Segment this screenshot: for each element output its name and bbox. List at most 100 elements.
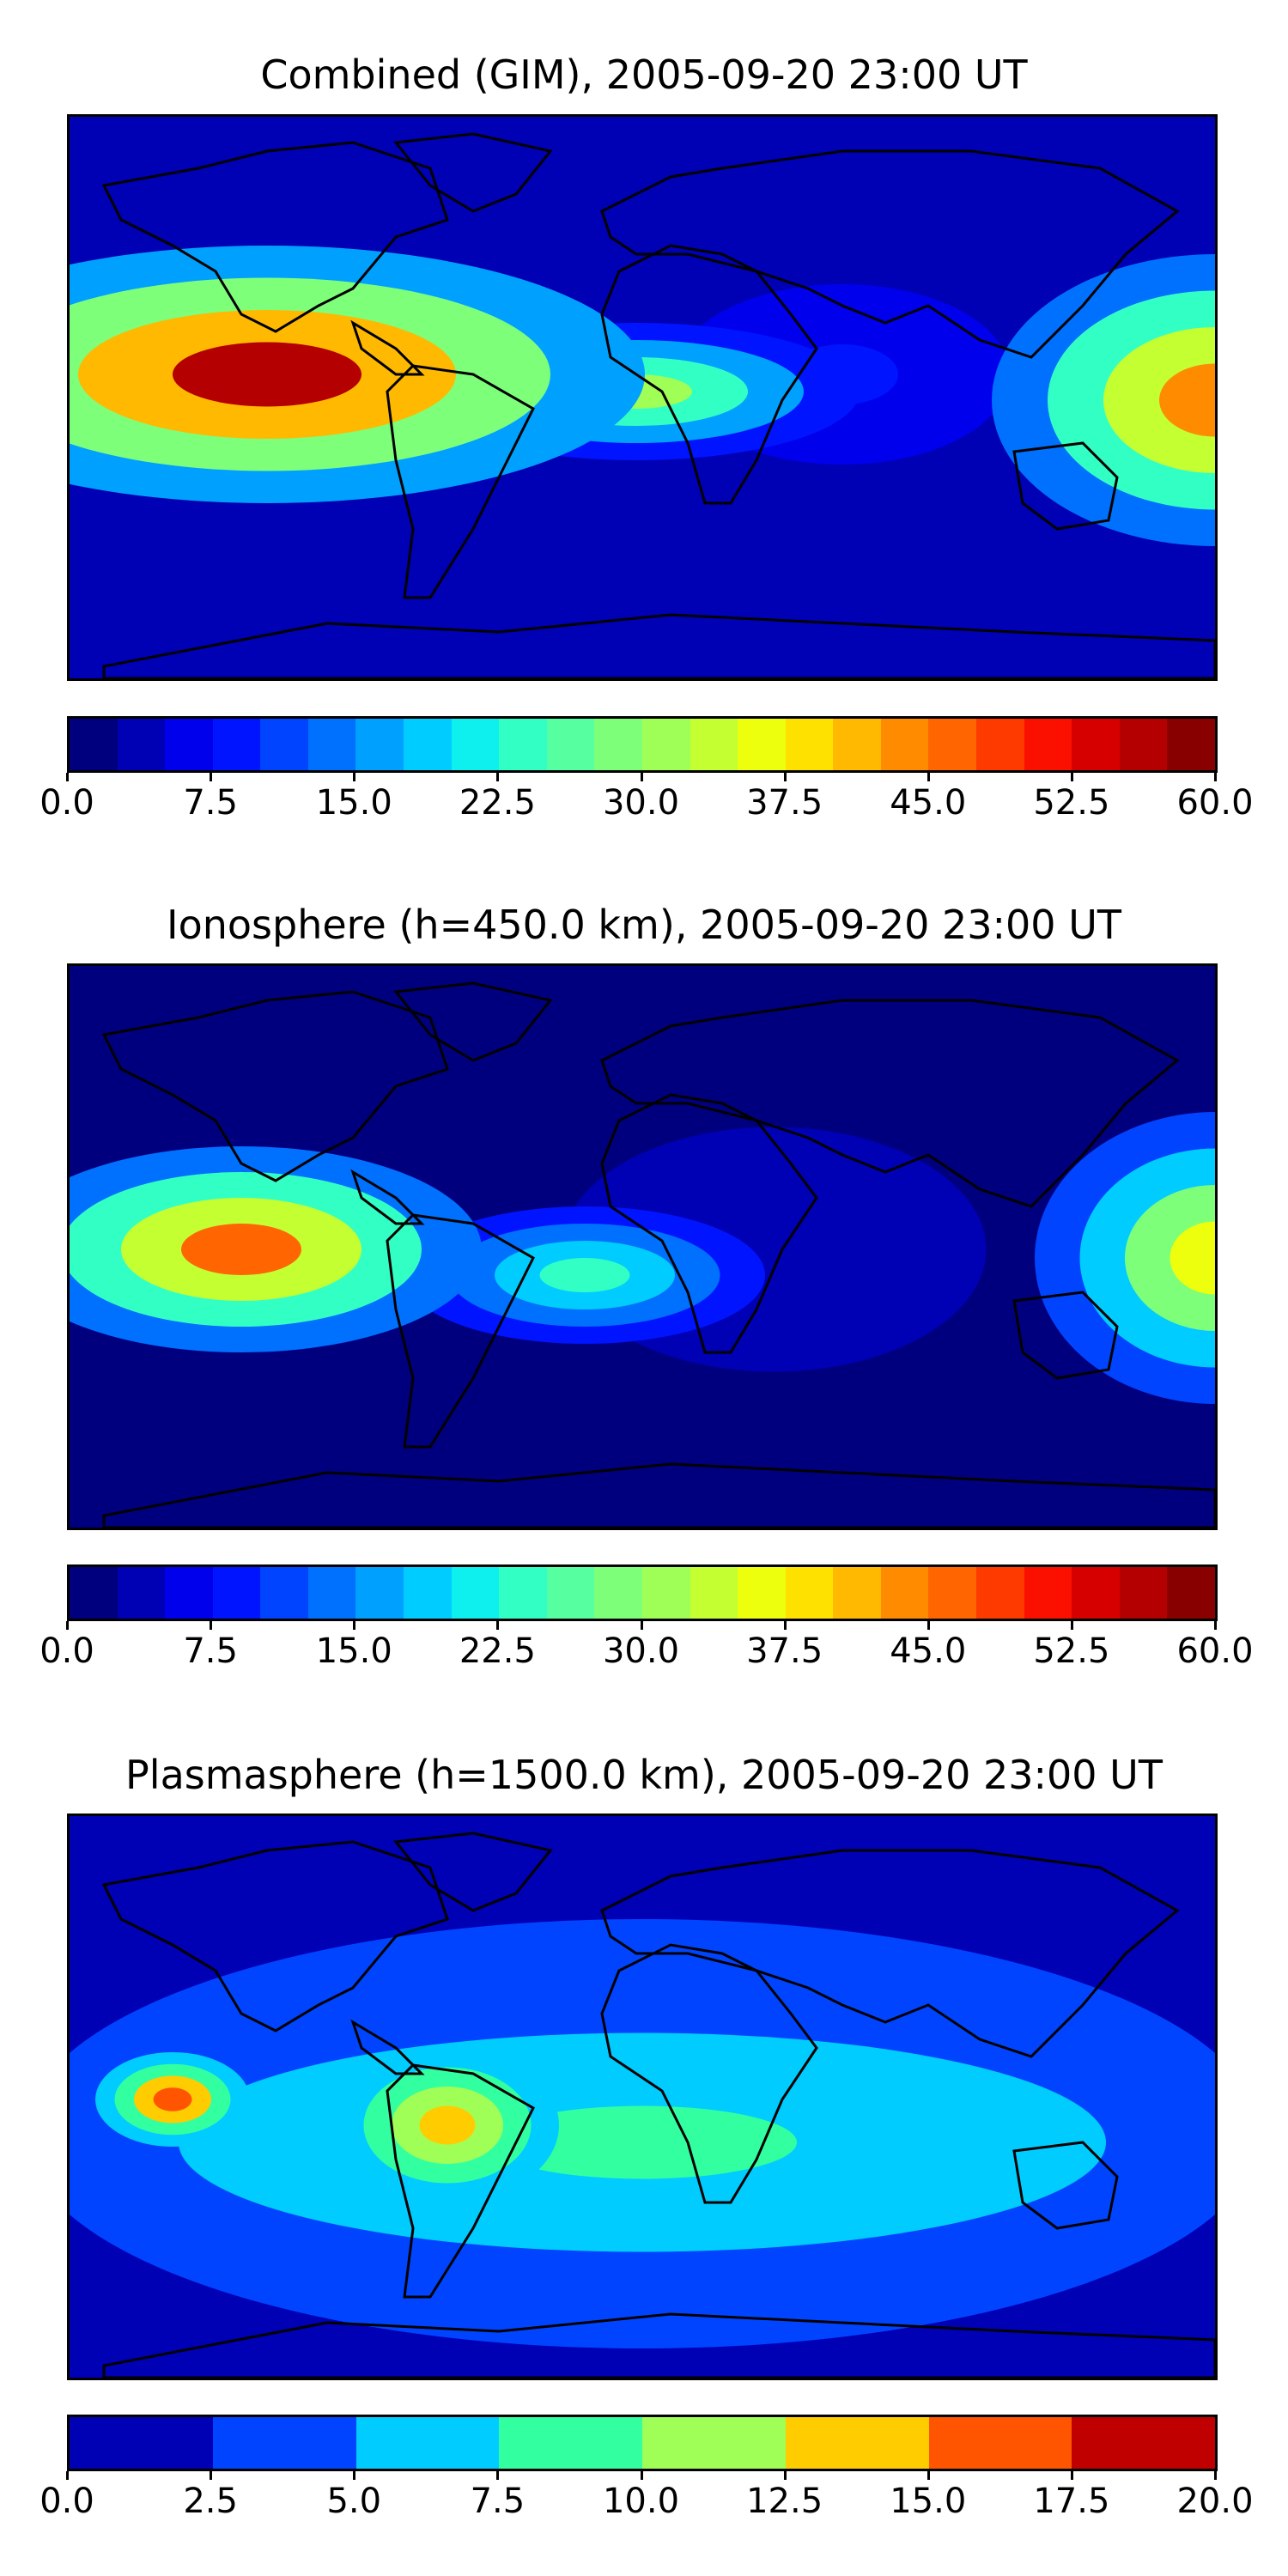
colorbar-tick-label: 0.0: [39, 1631, 94, 1671]
colorbar-tick: [640, 2471, 643, 2480]
colorbar-tick-label: 17.5: [1033, 2482, 1110, 2521]
colorbar-tick-label: 45.0: [890, 1631, 967, 1671]
chart-title: Ionosphere (h=450.0 km), 2005-09-20 23:0…: [167, 902, 1121, 948]
coastline: [350, 2019, 425, 2075]
colorbar-segment: [641, 1567, 690, 1619]
colorbar-segment: [70, 1567, 118, 1619]
colorbar-tick: [783, 773, 787, 781]
colorbar-segment: [260, 719, 308, 770]
coastline: [350, 319, 425, 376]
colorbar-segment: [404, 719, 452, 770]
coastline: [600, 1943, 818, 2204]
colorbar-segment: [594, 719, 642, 770]
colorbar-segment: [880, 719, 929, 770]
contour-feature: [1170, 1221, 1215, 1295]
coastline: [386, 2063, 535, 2299]
colorbar-tick: [353, 773, 356, 781]
coastline: [393, 132, 553, 213]
colorbar-segment: [499, 1567, 547, 1619]
colorbar-tick-label: 7.5: [183, 783, 238, 823]
colorbar-segment: [690, 1567, 738, 1619]
colorbar-segment: [355, 2417, 500, 2469]
colorbar-segment: [212, 1567, 261, 1619]
colorbar-tick: [353, 1621, 356, 1630]
colorbar-tick-label: 22.5: [459, 1631, 536, 1671]
map-svg: [70, 1816, 1215, 2378]
colorbar-tick: [1214, 2471, 1217, 2480]
colorbar-tick-label: 22.5: [459, 783, 536, 823]
colorbar-tick-label: 52.5: [1033, 1631, 1110, 1671]
colorbar-tick: [66, 2471, 69, 2480]
coastline: [1012, 441, 1119, 531]
colorbar-tick: [927, 1621, 930, 1630]
colorbar-tick-label: 15.0: [890, 2482, 967, 2521]
contour-feature: [181, 1224, 301, 1275]
colorbar-tick: [640, 773, 643, 781]
colorbar-segment: [1072, 719, 1120, 770]
colorbar-tick: [353, 2471, 356, 2480]
coastline: [386, 364, 535, 599]
colorbar-tick: [496, 1621, 500, 1630]
colorbar-tick-label: 30.0: [602, 783, 680, 823]
colorbar: [67, 1564, 1218, 1621]
colorbar-tick-label: 37.5: [746, 1631, 823, 1671]
contour-feature: [1159, 363, 1215, 437]
colorbar-segment: [165, 719, 213, 770]
colorbar-segment: [70, 2417, 213, 2469]
colorbar-segment: [451, 1567, 500, 1619]
contour-feature: [419, 2105, 476, 2145]
colorbar: [67, 716, 1218, 773]
coastline: [1012, 2141, 1119, 2230]
contour-feature: [539, 1258, 630, 1292]
colorbar-tick-label: 60.0: [1176, 1631, 1254, 1671]
colorbar-segment: [307, 1567, 356, 1619]
ionosphere-map: [67, 963, 1218, 1530]
colorbar-tick-label: 10.0: [602, 2482, 680, 2521]
colorbar-segment: [785, 1567, 834, 1619]
colorbar-tick: [66, 773, 69, 781]
coastline: [600, 149, 1180, 359]
colorbar-segment: [785, 2417, 929, 2469]
colorbar-tick: [640, 1621, 643, 1630]
coastline: [102, 2312, 1215, 2378]
coastline: [102, 1462, 1215, 1528]
colorbar-segment: [260, 1567, 308, 1619]
colorbar-tick-label: 2.5: [183, 2482, 238, 2521]
map-svg: [70, 966, 1215, 1528]
colorbar-segment: [1167, 719, 1215, 770]
colorbar-tick: [496, 773, 500, 781]
colorbar-segment: [404, 1567, 452, 1619]
coastline: [101, 141, 449, 333]
colorbar-tick: [1214, 1621, 1217, 1630]
colorbar-segment: [641, 719, 690, 770]
colorbar-segment: [690, 719, 738, 770]
colorbar-segment: [975, 1567, 1024, 1619]
colorbar-segment: [70, 719, 118, 770]
colorbar-segment: [1119, 719, 1168, 770]
coastline: [1012, 1291, 1119, 1380]
colorbar-segment: [117, 1567, 166, 1619]
colorbar-tick: [1070, 1621, 1073, 1630]
colorbar-segment: [928, 719, 976, 770]
colorbar-segment: [499, 719, 547, 770]
colorbar-tick-label: 5.0: [326, 2482, 382, 2521]
colorbar-tick-label: 52.5: [1033, 783, 1110, 823]
colorbar-segment: [738, 719, 786, 770]
combined-map: [67, 114, 1218, 681]
colorbar-segment: [1072, 2417, 1215, 2469]
colorbar-tick-label: 45.0: [890, 783, 967, 823]
colorbar-segment: [165, 1567, 213, 1619]
colorbar-tick: [783, 1621, 787, 1630]
colorbar-segment: [117, 719, 166, 770]
colorbar-segment: [1024, 1567, 1072, 1619]
plasmasphere-map: [67, 1814, 1218, 2380]
colorbar: [67, 2415, 1218, 2471]
colorbar-segment: [833, 719, 881, 770]
coastline: [350, 1169, 425, 1225]
coastline: [600, 1849, 1180, 2058]
colorbar-tick: [927, 2471, 930, 2480]
colorbar-ticks: 0.0 7.5 15.0 22.5 30.0 37.5 45.0 52.5 60.0: [39, 773, 1254, 824]
colorbar-segment: [451, 719, 500, 770]
colorbar-segment: [928, 1567, 976, 1619]
colorbar-segment: [833, 1567, 881, 1619]
